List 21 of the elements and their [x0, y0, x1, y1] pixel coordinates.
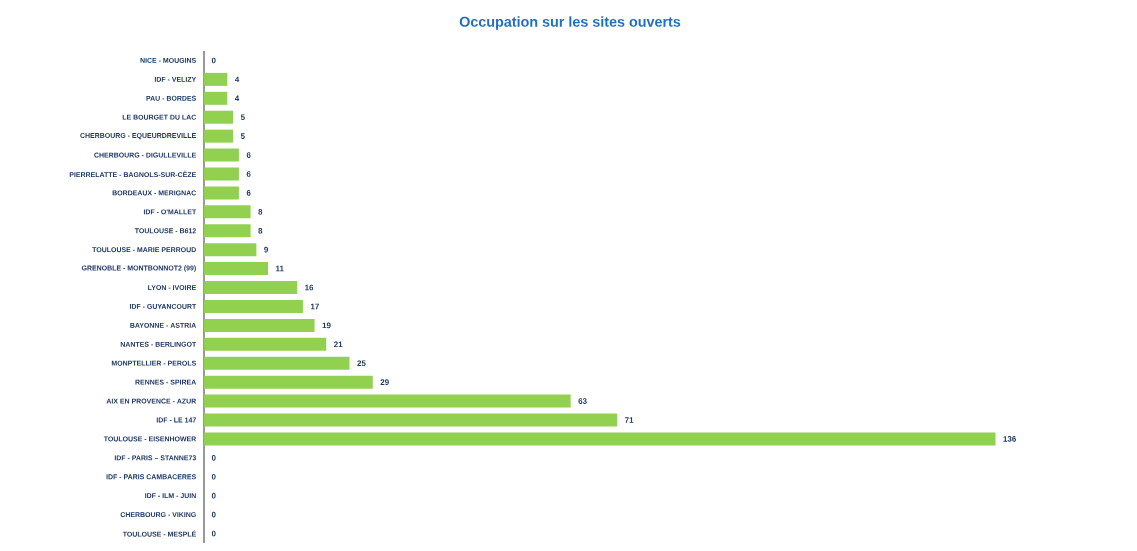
bar: [204, 205, 251, 219]
bar: [204, 262, 269, 276]
bar: [204, 413, 618, 427]
bar: [204, 91, 228, 105]
bar: [204, 281, 298, 295]
bar: [204, 375, 373, 389]
bar: [204, 167, 239, 181]
bar: [204, 243, 257, 257]
bar: [204, 72, 228, 86]
bar: [204, 186, 239, 200]
bar: [204, 318, 315, 332]
bar: [204, 129, 234, 143]
chart-title: Occupation sur les sites ouverts: [459, 16, 681, 30]
bar: [204, 148, 239, 162]
bar: [204, 394, 571, 408]
bar: [204, 224, 251, 238]
bar: [204, 299, 303, 313]
bar: [204, 432, 996, 446]
bar: [204, 337, 327, 351]
bar: [204, 110, 234, 124]
bar: [204, 356, 350, 370]
